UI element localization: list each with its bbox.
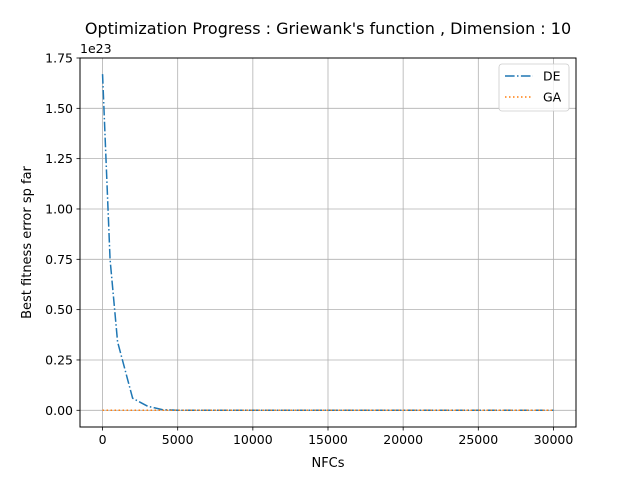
x-tick-label: 30000 <box>534 432 574 447</box>
y-axis-label: Best fitness error sp far <box>20 165 35 318</box>
y-tick-label: 1.75 <box>45 51 73 66</box>
x-tick-label: 0 <box>99 432 107 447</box>
x-tick-label: 15000 <box>308 432 348 447</box>
legend: DE GA <box>498 63 570 112</box>
y-tick-label: 1.50 <box>45 101 73 116</box>
x-tick-label: 10000 <box>233 432 273 447</box>
y-tick-label: 0.50 <box>45 302 73 317</box>
x-axis-label: NFCs <box>311 456 344 471</box>
y-axis-offset-text: 1e23 <box>80 41 112 56</box>
y-tick-label: 1.25 <box>45 151 73 166</box>
chart-title: Optimization Progress : Griewank's funct… <box>85 19 571 38</box>
legend-label-ga: GA <box>543 90 562 105</box>
legend-box <box>498 63 570 112</box>
ticks: 0 5000 10000 15000 20000 25000 30000 0.00 0.25 0.… <box>45 51 573 448</box>
legend-label-de: DE <box>543 69 561 84</box>
series-layer <box>101 74 554 412</box>
y-tick-label: 0.00 <box>45 403 73 418</box>
x-tick-label: 5000 <box>162 432 194 447</box>
x-tick-label: 25000 <box>458 432 498 447</box>
y-tick-label: 0.25 <box>45 352 73 367</box>
y-tick-label: 1.00 <box>45 201 73 216</box>
x-tick-label: 20000 <box>383 432 423 447</box>
y-tick-label: 0.75 <box>45 252 73 267</box>
